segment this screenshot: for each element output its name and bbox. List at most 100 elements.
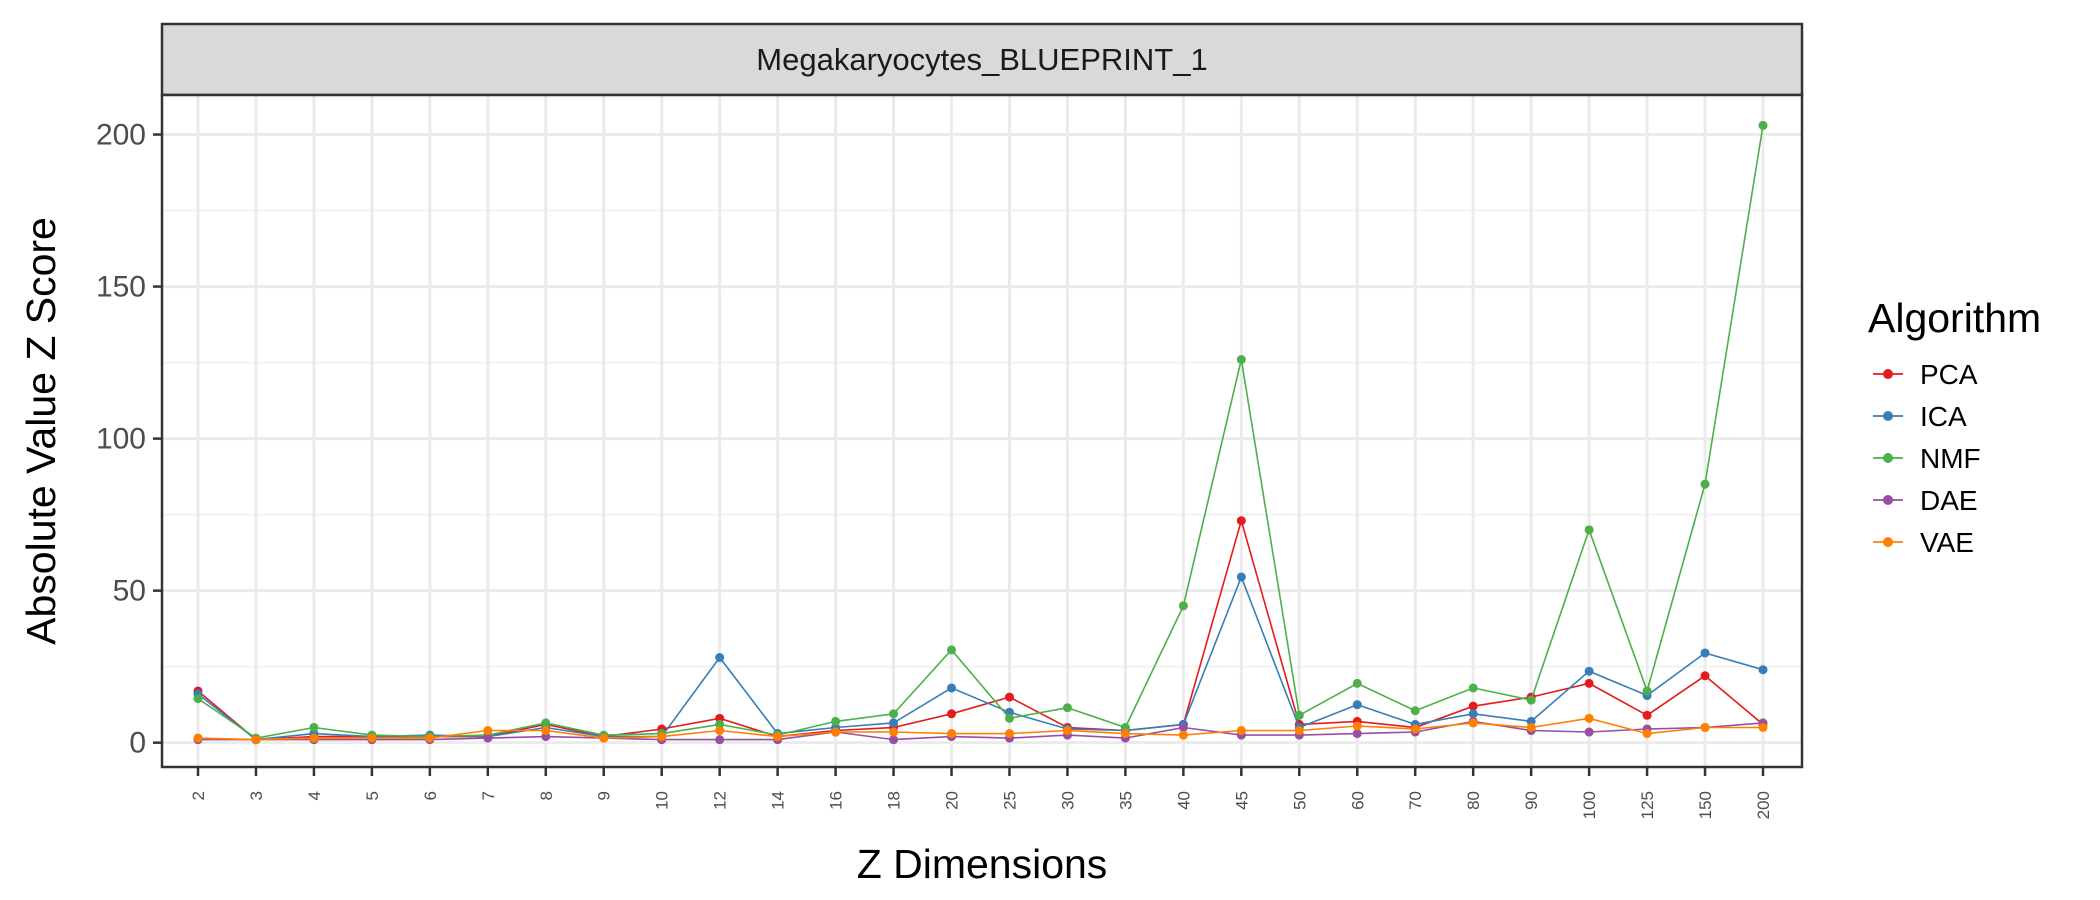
legend-title: Algorithm [1868,295,2041,341]
data-point-nmf [541,718,551,728]
data-point-ica [1584,666,1594,676]
legend-label: PCA [1920,359,1978,390]
x-tick-label: 10 [653,791,672,810]
data-point-vae [367,733,377,743]
legend-key-point [1883,495,1893,505]
data-point-nmf [193,694,203,704]
x-tick-label: 7 [479,791,498,800]
legend-label: DAE [1920,485,1978,516]
x-tick-label: 14 [769,791,788,810]
data-point-pca [1004,692,1014,702]
data-point-vae [599,733,609,743]
data-point-ica [889,718,899,728]
data-point-ica [1236,572,1246,582]
series-line-vae [197,717,1763,741]
data-point-vae [889,727,899,737]
data-point-nmf [1758,120,1768,130]
x-tick-label: 70 [1406,791,1425,810]
legend-item-dae: DAE [1873,485,1978,516]
data-point-nmf [1352,678,1362,688]
y-tick-label: 150 [96,271,146,304]
x-tick-label: 30 [1058,791,1077,810]
data-point-nmf [1642,686,1652,696]
data-point-pca [947,709,957,719]
legend-key-point [1883,453,1893,463]
data-point-vae [1352,721,1362,731]
legend-label: VAE [1920,527,1974,558]
data-point-nmf [1004,713,1014,723]
data-point-ica [1758,665,1768,675]
facet-strip [160,22,1804,97]
data-point-vae [1584,713,1594,723]
legend-item-pca: PCA [1873,359,1978,390]
data-point-pca [1468,701,1478,711]
data-point-ica [1352,700,1362,710]
data-point-vae [1062,726,1072,736]
y-axis: 0 50 100 150 200 [96,119,162,760]
legend-key-point [1883,411,1893,421]
legend-label: NMF [1920,443,1981,474]
data-point-vae [1526,722,1536,732]
data-point-ica [715,653,725,663]
series-vae [193,713,1768,745]
x-tick-label: 40 [1174,791,1193,810]
y-axis-title: Absolute Value Z Score [18,217,64,645]
x-axis: 2 3 4 5 6 7 8 9 10 12 14 16 18 20 25 30 35 40 45 50 60 70 80 90… [189,767,1773,819]
data-point-vae [947,729,957,739]
x-tick-label: 125 [1638,791,1657,819]
data-point-pca [1700,671,1710,681]
data-point-vae [1178,730,1188,740]
y-tick-label: 100 [96,423,146,456]
data-point-nmf [1294,710,1304,720]
y-tick-label: 0 [129,727,146,760]
x-tick-label: 6 [421,791,440,800]
data-point-vae [1120,729,1130,739]
plot-panel [162,95,1802,767]
data-point-nmf [947,645,957,655]
data-point-ica [1468,709,1478,719]
data-point-ica [947,683,957,693]
x-tick-label: 60 [1348,791,1367,810]
x-tick-label: 25 [1000,791,1019,810]
data-point-dae [889,735,899,745]
data-point-vae [251,735,261,745]
data-point-vae [483,726,493,736]
data-point-nmf [1178,601,1188,611]
data-point-vae [1236,726,1246,736]
data-point-nmf [889,709,899,719]
x-tick-label: 9 [595,791,614,800]
legend-item-ica: ICA [1873,401,1967,432]
x-tick-label: 18 [885,791,904,810]
data-point-nmf [309,722,319,732]
x-tick-label: 80 [1464,791,1483,810]
x-tick-label: 12 [711,791,730,810]
data-point-vae [425,733,435,743]
data-point-dae [1584,727,1594,737]
data-point-dae [1352,729,1362,739]
data-point-vae [1004,729,1014,739]
data-point-nmf [1526,695,1536,705]
data-point-dae [1178,722,1188,732]
data-point-vae [1700,722,1710,732]
data-point-dae [715,735,725,745]
x-tick-label: 100 [1580,791,1599,819]
data-point-nmf [1700,479,1710,489]
data-point-pca [1642,710,1652,720]
x-tick-label: 4 [305,791,324,800]
data-point-nmf [831,716,841,726]
data-point-dae [483,733,493,743]
facet-strip-label: Megakaryocytes_BLUEPRINT_1 [756,42,1207,77]
x-tick-label: 35 [1116,791,1135,810]
legend-key-point [1883,369,1893,379]
data-point-vae [309,733,319,743]
x-tick-label: 90 [1522,791,1541,810]
legend-key-point [1883,537,1893,547]
data-point-nmf [1584,525,1594,535]
legend-item-vae: VAE [1873,527,1974,558]
data-point-pca [1584,678,1594,688]
plot-panel-border [160,93,1804,769]
data-point-vae [773,732,783,742]
data-point-ica [1700,648,1710,658]
data-point-vae [193,733,203,743]
